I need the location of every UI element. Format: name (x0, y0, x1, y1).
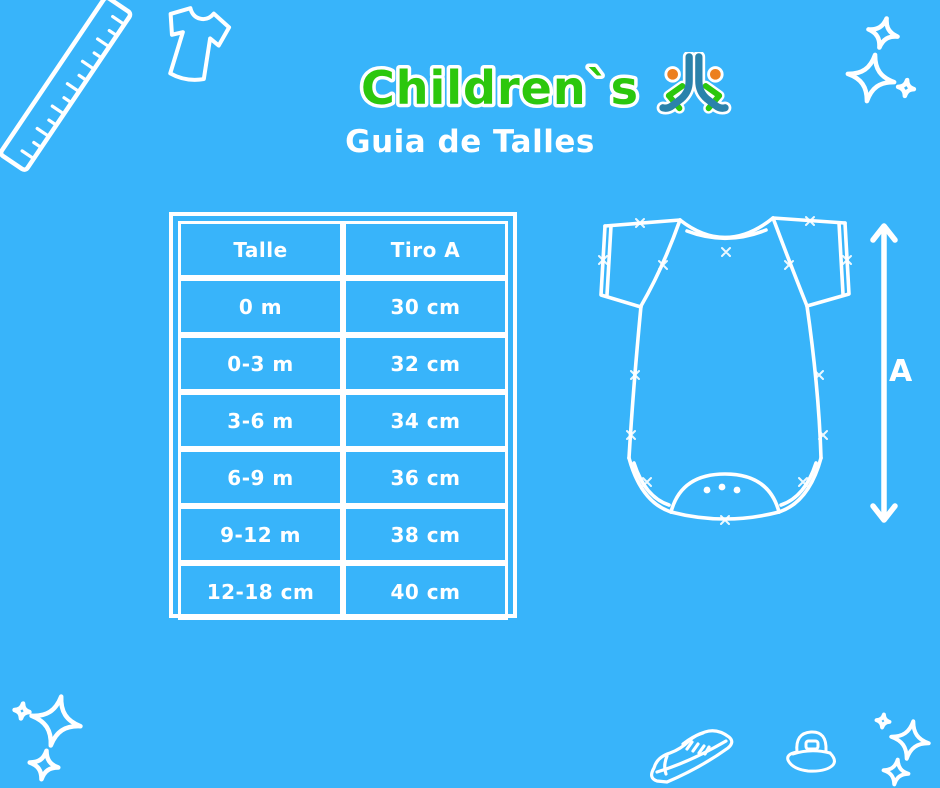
table-row: 3-6 m 34 cm (178, 392, 508, 449)
measure-cell: 38 cm (343, 506, 508, 563)
measure-label: A (889, 354, 913, 389)
measure-cell: 32 cm (343, 335, 508, 392)
brand-wordmark: Children`s (358, 58, 642, 119)
size-cell: 12-18 cm (178, 563, 343, 620)
measure-cell: 40 cm (343, 563, 508, 620)
tshirt-icon (168, 6, 232, 82)
sparkles-icon (843, 10, 935, 114)
measure-cell: 36 cm (343, 449, 508, 506)
size-cell: 9-12 m (178, 506, 343, 563)
sparkles-icon (8, 686, 92, 786)
table-row: 0-3 m 32 cm (178, 335, 508, 392)
size-cell: 0 m (178, 278, 343, 335)
measure-cell: 34 cm (343, 392, 508, 449)
size-cell: 3-6 m (178, 392, 343, 449)
brand-logo: Children`s (345, 48, 733, 122)
size-cell: 6-9 m (178, 449, 343, 506)
measure-arrow (870, 223, 898, 523)
column-header-tiro-a: Tiro A (343, 221, 508, 278)
table-row: 0 m 30 cm (178, 278, 508, 335)
column-header-talle: Talle (178, 221, 343, 278)
ruler-icon (0, 0, 133, 172)
table-row: 12-18 cm 40 cm (178, 563, 508, 620)
page-title: Guia de Talles (345, 124, 595, 160)
baby-onesie-illustration (598, 216, 852, 525)
table-row: 9-12 m 38 cm (178, 506, 508, 563)
measure-cell: 30 cm (343, 278, 508, 335)
size-cell: 0-3 m (178, 335, 343, 392)
bucket-hat-icon (786, 730, 836, 773)
size-table: Talle Tiro A 0 m 30 cm 0-3 m 32 cm 3-6 m… (169, 212, 517, 620)
table-header-row: Talle Tiro A (178, 221, 508, 278)
table-row: 6-9 m 36 cm (178, 449, 508, 506)
sneaker-icon (650, 729, 734, 784)
brand-text: Children`s (361, 61, 639, 115)
sparkles-icon (870, 708, 934, 788)
children-figures-icon (656, 52, 732, 115)
